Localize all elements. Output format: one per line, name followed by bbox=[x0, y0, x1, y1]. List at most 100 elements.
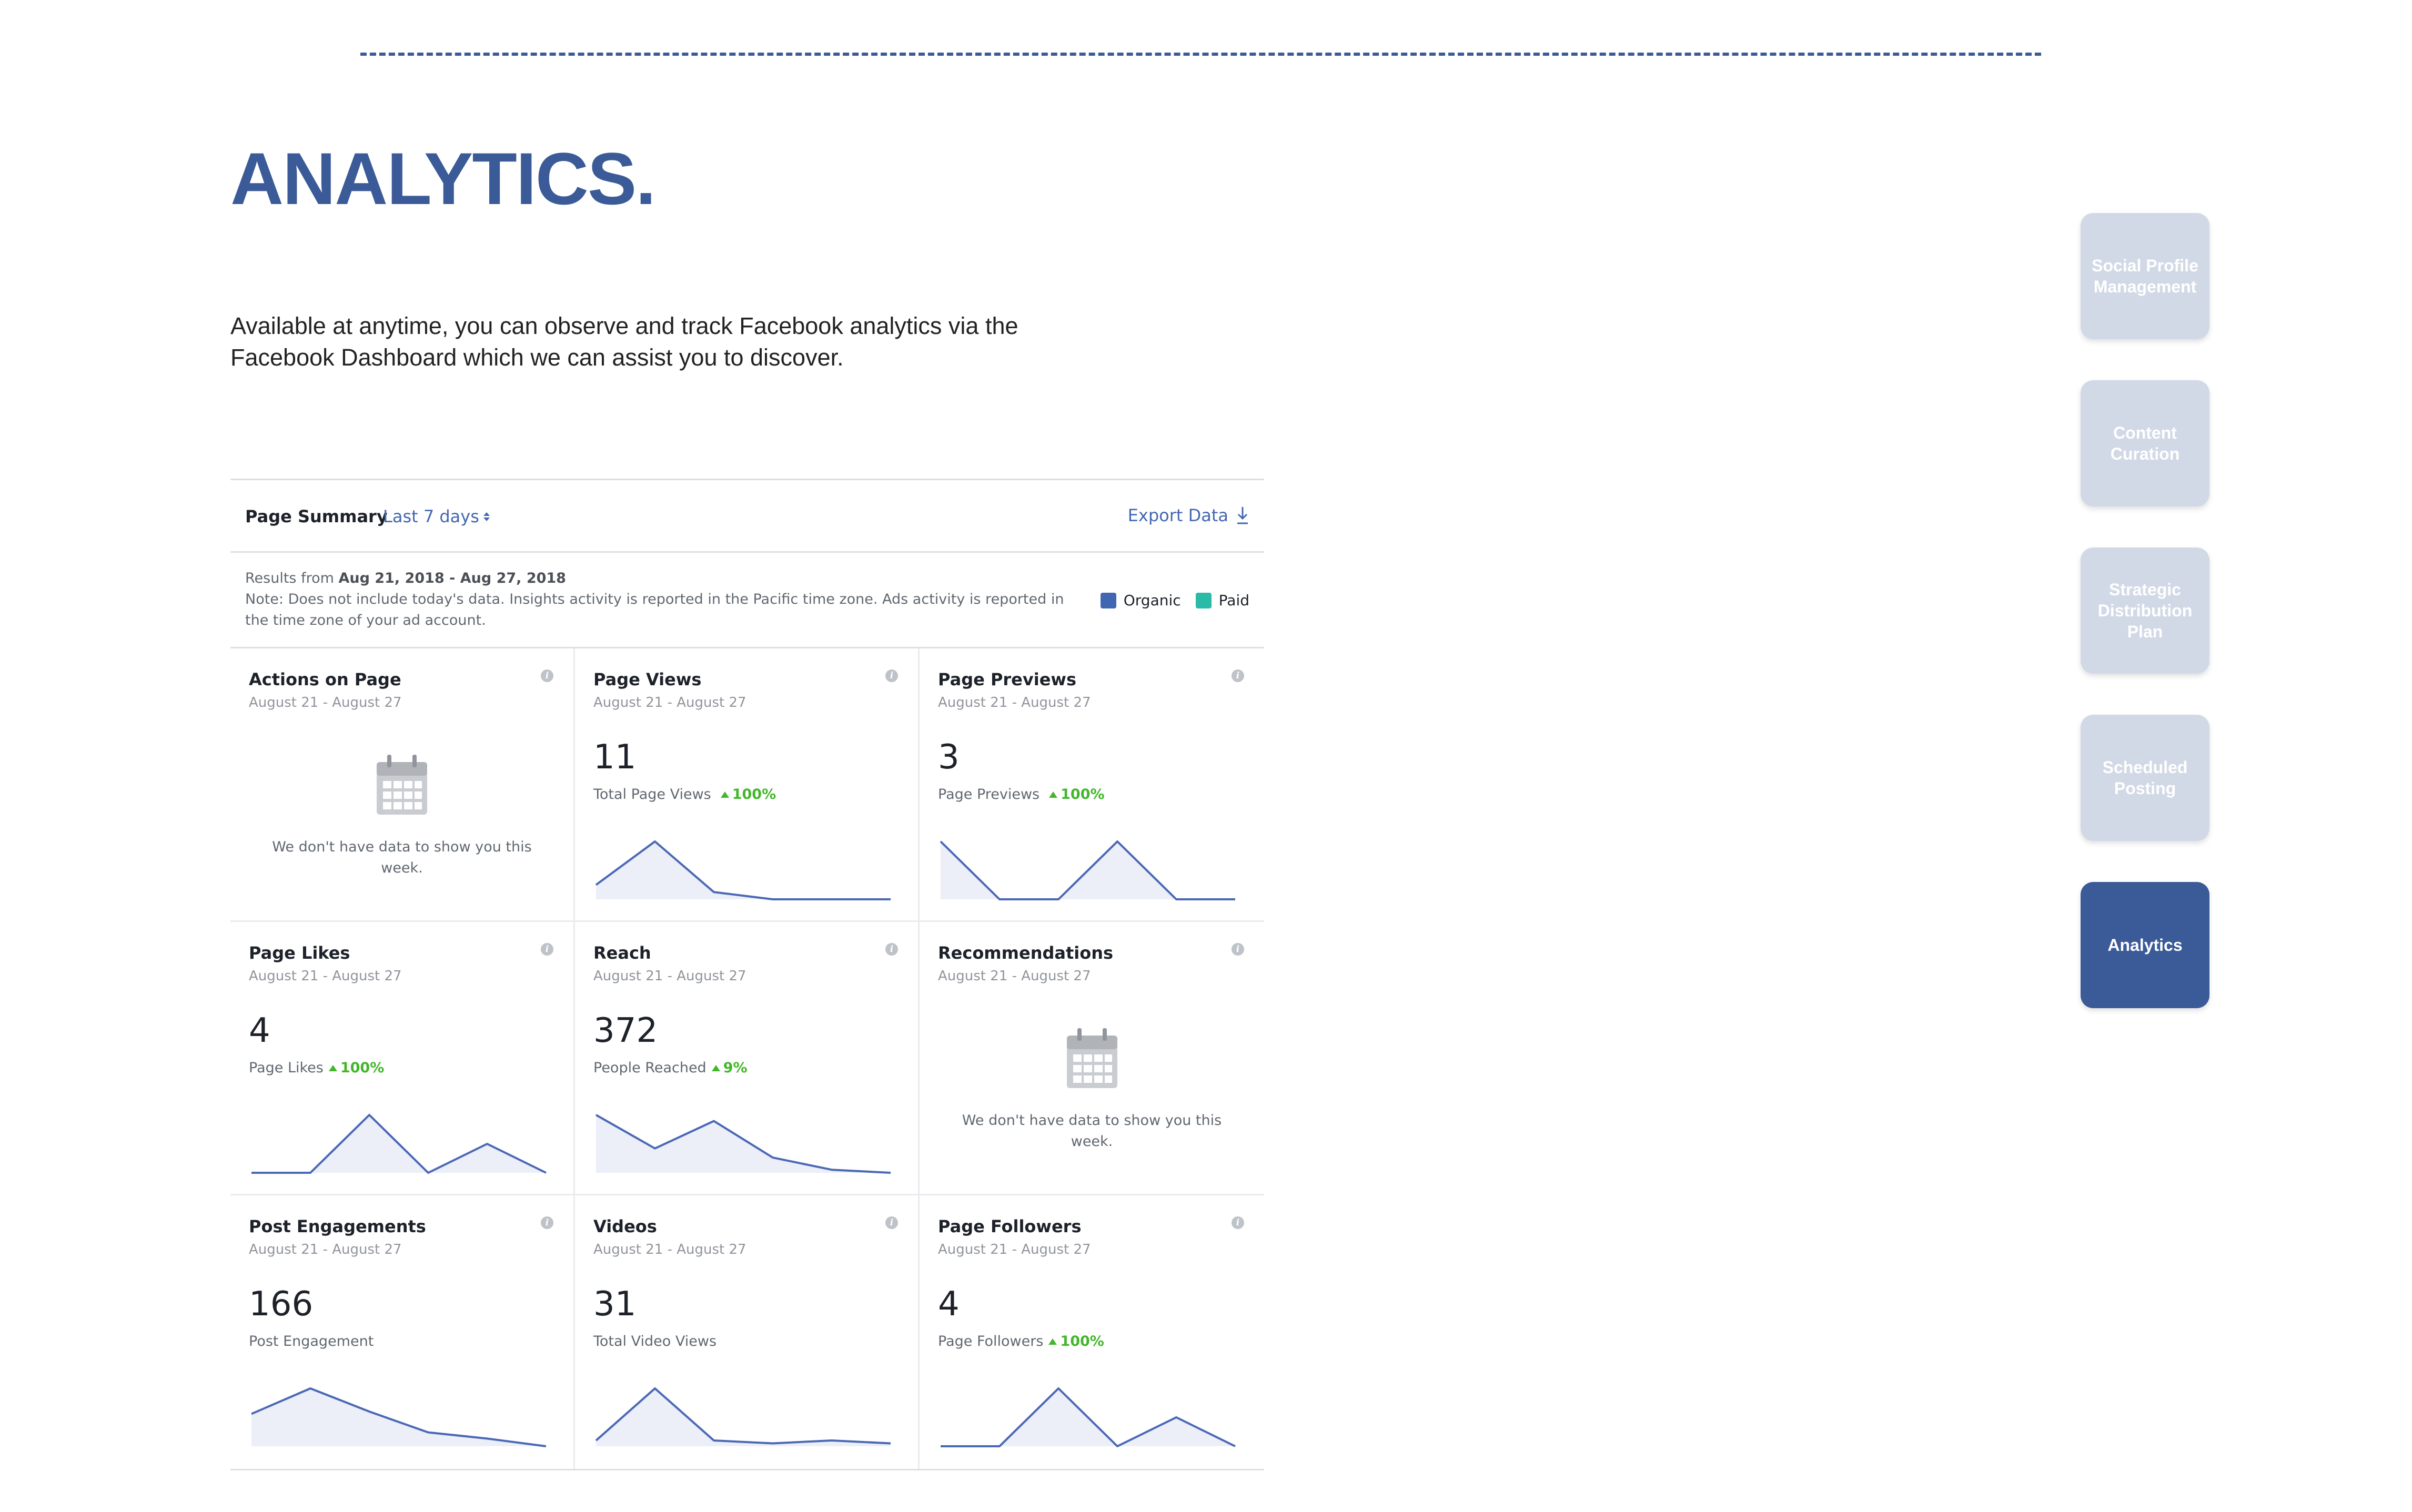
delta-badge: 100% bbox=[1049, 786, 1105, 803]
sparkline-line bbox=[251, 1387, 547, 1447]
metric-label: Page Likes bbox=[249, 1060, 324, 1076]
card-value: 4 bbox=[938, 1285, 960, 1324]
card-value: 166 bbox=[249, 1285, 314, 1324]
card-page-likes[interactable]: Page Likes August 21 - August 27 i 4 Pag… bbox=[230, 922, 575, 1195]
export-data-link[interactable]: Export Data bbox=[1128, 505, 1249, 525]
card-date: August 21 - August 27 bbox=[249, 695, 402, 711]
nav-strategic-distribution-plan-button[interactable]: Strategic Distribution Plan bbox=[2081, 547, 2209, 674]
up-triangle-icon bbox=[1049, 791, 1058, 798]
page-summary-title: Page Summary bbox=[245, 506, 388, 526]
sparkline-chart bbox=[941, 1387, 1236, 1447]
card-value: 3 bbox=[938, 738, 960, 777]
sparkline-line bbox=[941, 1387, 1236, 1447]
nav-label: Scheduled Posting bbox=[2102, 758, 2188, 798]
metric-label: Total Page Views bbox=[593, 786, 711, 803]
page-intro: Available at anytime, you can observe an… bbox=[230, 312, 1018, 371]
sparkline-chart bbox=[251, 1114, 547, 1174]
card-value: 11 bbox=[593, 738, 637, 777]
page-title: ANALYTICS. bbox=[230, 137, 656, 220]
info-icon[interactable]: i bbox=[541, 943, 553, 956]
empty-message: We don't have data to show you this week… bbox=[272, 839, 532, 876]
nav-content-curation-button[interactable]: Content Curation bbox=[2081, 380, 2209, 506]
card-actions-on-page[interactable]: Actions on Page August 21 - August 27 i … bbox=[230, 648, 575, 922]
sparkline-chart bbox=[596, 1114, 891, 1174]
nav-label: Analytics bbox=[2107, 936, 2183, 955]
card-value: 372 bbox=[593, 1011, 658, 1050]
card-date: August 21 - August 27 bbox=[249, 968, 402, 984]
metric-label: People Reached bbox=[593, 1060, 707, 1076]
info-icon[interactable]: i bbox=[1232, 943, 1244, 956]
card-page-followers[interactable]: Page Followers August 21 - August 27 i 4… bbox=[920, 1195, 1264, 1469]
sparkline-line bbox=[595, 1387, 891, 1445]
results-note: Results from Aug 21, 2018 - Aug 27, 2018… bbox=[245, 568, 1066, 631]
card-date: August 21 - August 27 bbox=[593, 1242, 746, 1257]
info-icon[interactable]: i bbox=[1232, 669, 1244, 682]
sparkline-area bbox=[596, 841, 891, 899]
delta-value: 100% bbox=[340, 1060, 385, 1076]
info-icon[interactable]: i bbox=[541, 1216, 553, 1229]
card-date: August 21 - August 27 bbox=[938, 968, 1091, 984]
empty-state: We don't have data to show you this week… bbox=[920, 1027, 1264, 1152]
date-range-label: Last 7 days bbox=[383, 506, 479, 526]
metric-label: Page Previews bbox=[938, 786, 1040, 803]
delta-badge: 100% bbox=[1048, 1333, 1104, 1349]
card-recommendations[interactable]: Recommendations August 21 - August 27 i … bbox=[920, 922, 1264, 1195]
calendar-icon bbox=[377, 755, 427, 815]
card-reach[interactable]: Reach August 21 - August 27 i 372 People… bbox=[575, 922, 920, 1195]
sparkline-area bbox=[251, 1388, 546, 1446]
sparkline-line bbox=[940, 840, 1235, 900]
delta-badge: 9% bbox=[711, 1060, 748, 1076]
results-prefix: Results from bbox=[245, 570, 334, 586]
metric-label: Post Engagement bbox=[249, 1333, 374, 1349]
card-title: Recommendations bbox=[938, 943, 1114, 963]
card-post-engagements[interactable]: Post Engagements August 21 - August 27 i… bbox=[230, 1195, 575, 1469]
card-videos[interactable]: Videos August 21 - August 27 i 31 Total … bbox=[575, 1195, 920, 1469]
empty-message: We don't have data to show you this week… bbox=[962, 1112, 1222, 1150]
card-title: Reach bbox=[593, 943, 651, 963]
sparkline-line bbox=[596, 1114, 891, 1174]
delta-badge: 100% bbox=[328, 1060, 385, 1076]
card-metric: Page Likes 100% bbox=[249, 1060, 384, 1076]
legend-swatch-organic bbox=[1100, 592, 1116, 608]
nav-social-profile-management-button[interactable]: Social Profile Management bbox=[2081, 213, 2209, 339]
legend-item-paid: Paid bbox=[1195, 592, 1249, 609]
delta-value: 9% bbox=[723, 1060, 748, 1076]
info-icon[interactable]: i bbox=[885, 1216, 898, 1229]
delta-value: 100% bbox=[1061, 786, 1105, 803]
sparkline-line bbox=[251, 1114, 547, 1174]
card-page-previews[interactable]: Page Previews August 21 - August 27 i 3 … bbox=[920, 648, 1264, 922]
sparkline-chart bbox=[595, 840, 891, 900]
card-title: Page Previews bbox=[938, 669, 1077, 689]
info-icon[interactable]: i bbox=[1232, 1216, 1244, 1229]
sort-arrows-icon bbox=[483, 512, 490, 521]
delta-badge: 100% bbox=[720, 786, 776, 803]
metric-label: Total Video Views bbox=[593, 1333, 717, 1349]
card-title: Videos bbox=[593, 1216, 657, 1236]
sparkline-area bbox=[596, 1115, 891, 1173]
legend: Organic Paid bbox=[1086, 592, 1249, 609]
timezone-note: Note: Does not include today's data. Ins… bbox=[245, 591, 1064, 628]
info-icon[interactable]: i bbox=[541, 669, 553, 682]
card-title: Page Views bbox=[593, 669, 702, 689]
info-icon[interactable]: i bbox=[885, 669, 898, 682]
card-title: Page Likes bbox=[249, 943, 350, 963]
dashed-divider bbox=[360, 53, 2041, 56]
card-date: August 21 - August 27 bbox=[938, 1242, 1091, 1257]
metrics-grid: Actions on Page August 21 - August 27 i … bbox=[230, 647, 1264, 1470]
nav-label: Social Profile Management bbox=[2092, 256, 2198, 296]
legend-swatch-paid bbox=[1195, 592, 1212, 608]
download-icon bbox=[1237, 507, 1248, 524]
card-value: 4 bbox=[249, 1011, 270, 1050]
date-range-select[interactable]: Last 7 days bbox=[383, 506, 490, 526]
info-icon[interactable]: i bbox=[885, 943, 898, 956]
card-page-views[interactable]: Page Views August 21 - August 27 i 11 To… bbox=[575, 648, 920, 922]
sparkline-chart bbox=[940, 840, 1235, 900]
sparkline-area bbox=[596, 1388, 891, 1446]
card-date: August 21 - August 27 bbox=[593, 968, 746, 984]
card-metric: Page Followers 100% bbox=[938, 1333, 1104, 1349]
up-triangle-icon bbox=[711, 1064, 720, 1071]
nav-analytics-button[interactable]: Analytics bbox=[2081, 882, 2209, 1008]
up-triangle-icon bbox=[720, 791, 729, 798]
nav-scheduled-posting-button[interactable]: Scheduled Posting bbox=[2081, 715, 2209, 841]
card-metric: Total Video Views bbox=[593, 1333, 716, 1349]
